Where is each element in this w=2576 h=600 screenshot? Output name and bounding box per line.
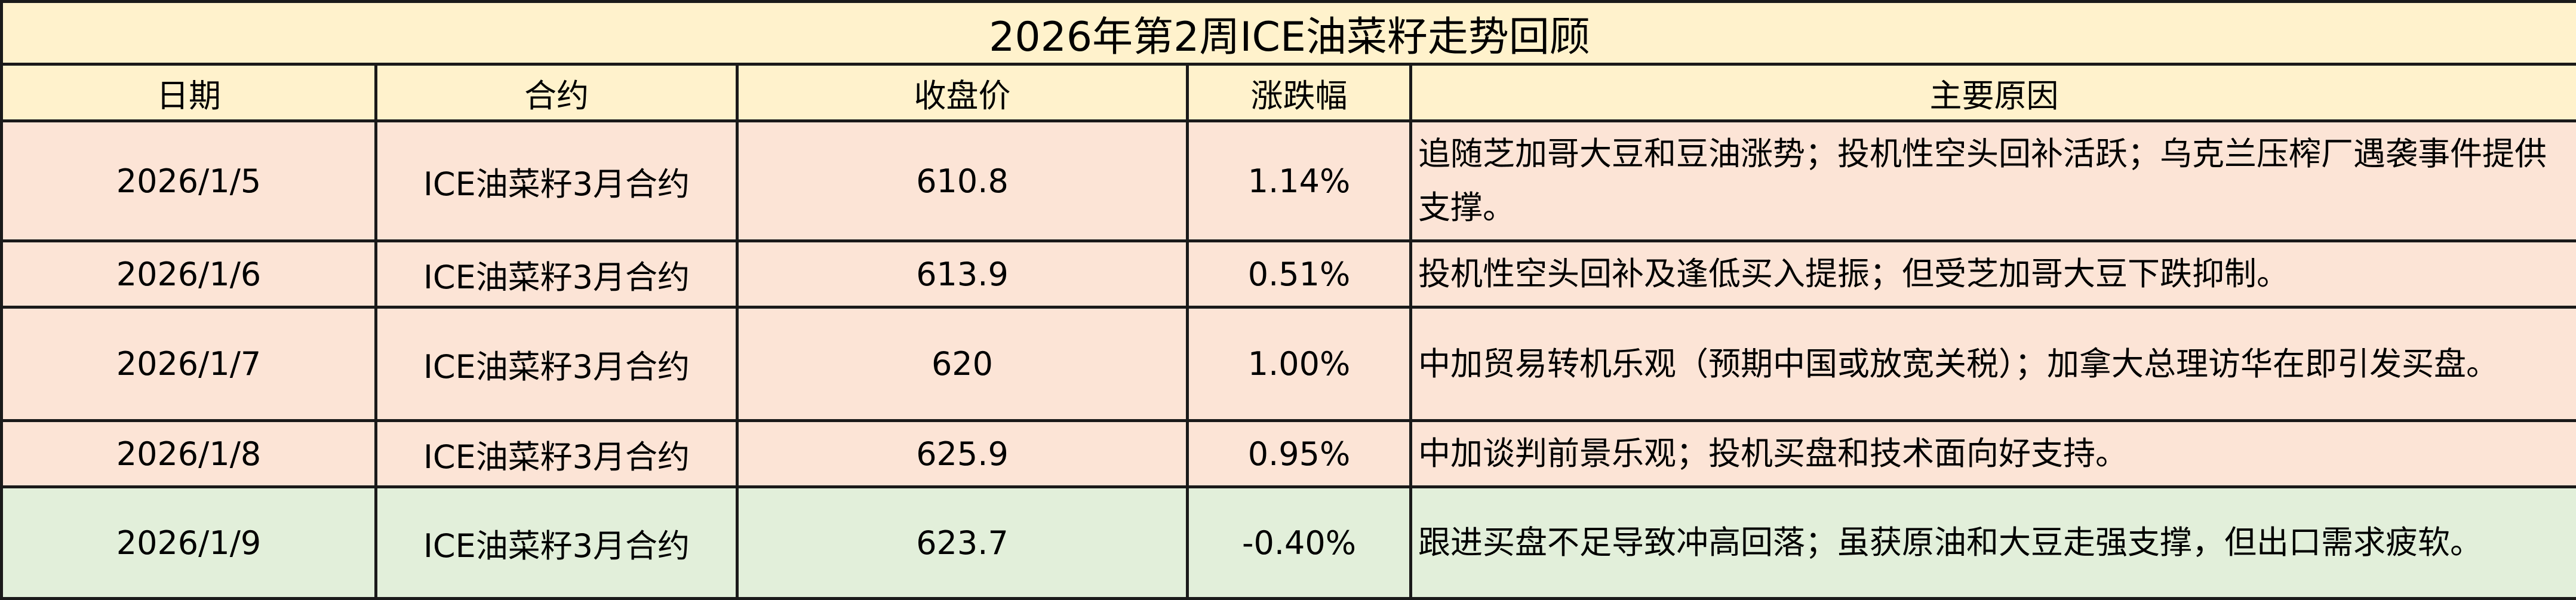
- cell-close: 625.9: [737, 421, 1188, 487]
- cell-change: -0.40%: [1188, 487, 1411, 599]
- cell-change: 1.14%: [1188, 121, 1411, 241]
- table-row: 2026/1/5 ICE油菜籽3月合约 610.8 1.14% 追随芝加哥大豆和…: [2, 121, 2576, 241]
- cell-reason: 追随芝加哥大豆和豆油涨势；投机性空头回补活跃；乌克兰压榨厂遇袭事件提供支撑。: [1411, 121, 2576, 241]
- header-date: 日期: [2, 64, 376, 121]
- table-row: 2026/1/7 ICE油菜籽3月合约 620 1.00% 中加贸易转机乐观（预…: [2, 307, 2576, 421]
- cell-contract: ICE油菜籽3月合约: [376, 241, 737, 307]
- table-title: 2026年第2周ICE油菜籽走势回顾: [2, 2, 2576, 64]
- cell-change: 1.00%: [1188, 307, 1411, 421]
- cell-date: 2026/1/8: [2, 421, 376, 487]
- cell-date: 2026/1/9: [2, 487, 376, 599]
- cell-contract: ICE油菜籽3月合约: [376, 421, 737, 487]
- cell-reason: 中加贸易转机乐观（预期中国或放宽关税）；加拿大总理访华在即引发买盘。: [1411, 307, 2576, 421]
- cell-reason: 投机性空头回补及逢低买入提振；但受芝加哥大豆下跌抑制。: [1411, 241, 2576, 307]
- header-row: 日期 合约 收盘价 涨跌幅 主要原因: [2, 64, 2576, 121]
- cell-reason: 中加谈判前景乐观；投机买盘和技术面向好支持。: [1411, 421, 2576, 487]
- cell-close: 610.8: [737, 121, 1188, 241]
- cell-date: 2026/1/6: [2, 241, 376, 307]
- cell-date: 2026/1/5: [2, 121, 376, 241]
- cell-change: 0.51%: [1188, 241, 1411, 307]
- header-reason: 主要原因: [1411, 64, 2576, 121]
- header-close: 收盘价: [737, 64, 1188, 121]
- cell-contract: ICE油菜籽3月合约: [376, 121, 737, 241]
- cell-contract: ICE油菜籽3月合约: [376, 307, 737, 421]
- cell-change: 0.95%: [1188, 421, 1411, 487]
- cell-close: 623.7: [737, 487, 1188, 599]
- cell-close: 620: [737, 307, 1188, 421]
- cell-date: 2026/1/7: [2, 307, 376, 421]
- table-row: 2026/1/6 ICE油菜籽3月合约 613.9 0.51% 投机性空头回补及…: [2, 241, 2576, 307]
- header-change: 涨跌幅: [1188, 64, 1411, 121]
- cell-contract: ICE油菜籽3月合约: [376, 487, 737, 599]
- table-row: 2026/1/8 ICE油菜籽3月合约 625.9 0.95% 中加谈判前景乐观…: [2, 421, 2576, 487]
- cell-reason: 跟进买盘不足导致冲高回落；虽获原油和大豆走强支撑，但出口需求疲软。: [1411, 487, 2576, 599]
- table-row: 2026/1/9 ICE油菜籽3月合约 623.7 -0.40% 跟进买盘不足导…: [2, 487, 2576, 599]
- header-contract: 合约: [376, 64, 737, 121]
- cell-close: 613.9: [737, 241, 1188, 307]
